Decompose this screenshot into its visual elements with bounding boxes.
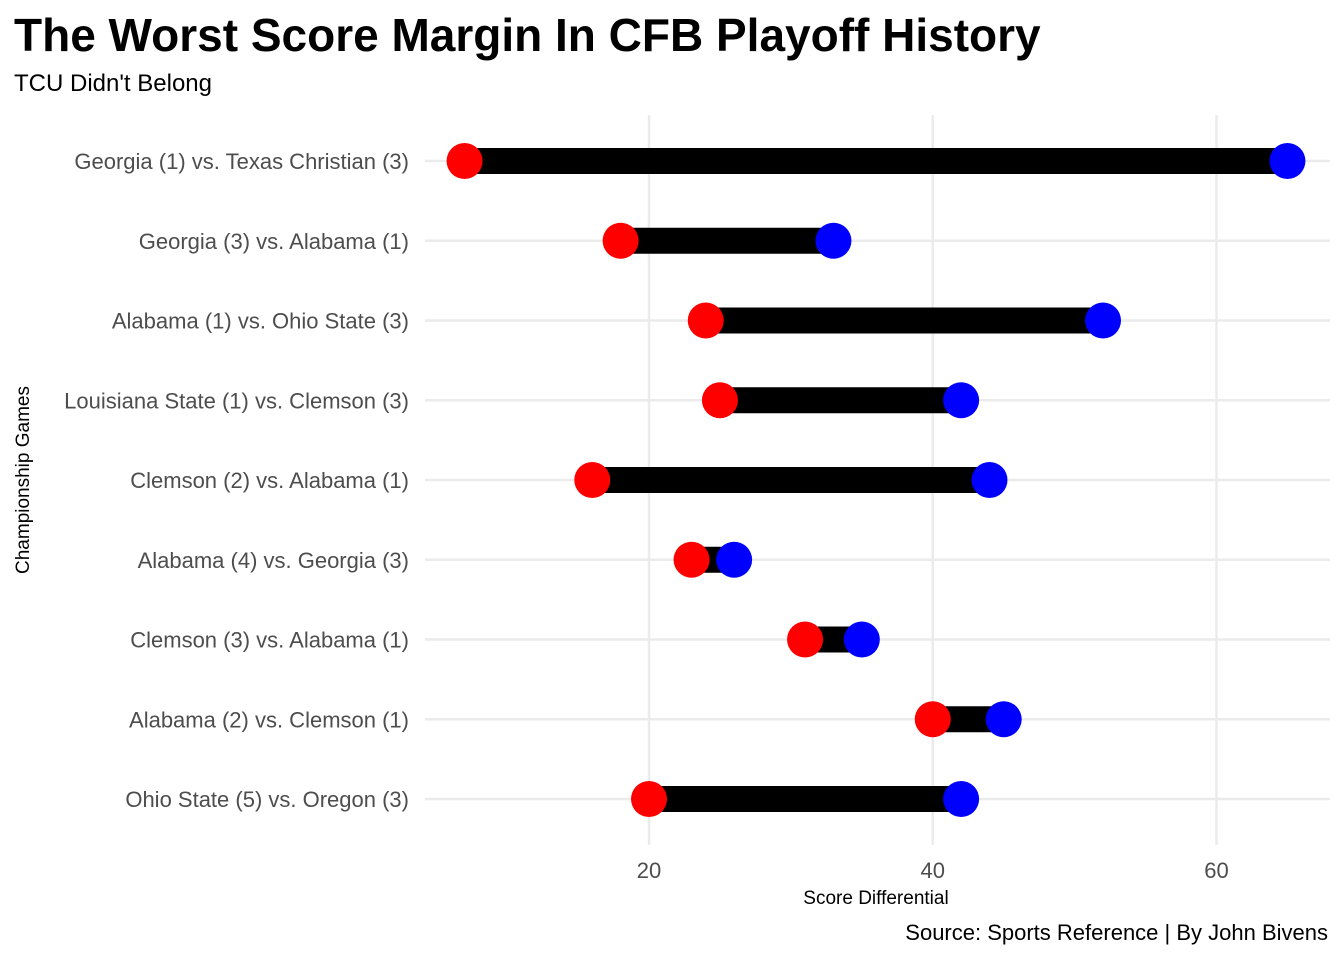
high-value-point xyxy=(943,382,980,419)
chart-caption: Source: Sports Reference | By John Biven… xyxy=(905,920,1328,945)
high-value-point xyxy=(971,462,1008,498)
high-value-point xyxy=(1269,143,1306,179)
y-axis-title: Championship Games xyxy=(13,386,34,574)
category-label: Ohio State (5) vs. Oregon (3) xyxy=(125,787,409,812)
category-label: Louisiana State (1) vs. Clemson (3) xyxy=(64,388,409,413)
low-value-point xyxy=(787,621,824,658)
x-tick-label: 60 xyxy=(1204,858,1228,883)
low-value-point xyxy=(574,462,611,498)
low-value-point xyxy=(914,701,951,738)
category-label: Alabama (2) vs. Clemson (1) xyxy=(129,707,409,732)
x-axis-title: Score Differential xyxy=(803,888,948,909)
low-value-point xyxy=(673,541,710,578)
high-value-point xyxy=(843,621,880,658)
chart-title: The Worst Score Margin In CFB Playoff Hi… xyxy=(14,9,1041,61)
x-tick-label: 20 xyxy=(637,858,661,883)
category-label: Clemson (3) vs. Alabama (1) xyxy=(130,628,409,653)
high-value-point xyxy=(943,781,980,817)
high-value-point xyxy=(985,701,1022,738)
x-tick-label: 40 xyxy=(921,858,945,883)
low-value-point xyxy=(602,222,639,259)
category-label: Alabama (1) vs. Ohio State (3) xyxy=(112,309,409,334)
low-value-point xyxy=(631,781,667,817)
low-value-point xyxy=(446,143,483,179)
high-value-point xyxy=(815,222,852,259)
category-label: Georgia (3) vs. Alabama (1) xyxy=(139,229,409,254)
label-layer: 20 40 60 Georgia (1) vs. Texas Christian (3… xyxy=(64,149,1229,883)
category-label: Clemson (2) vs. Alabama (1) xyxy=(130,468,409,493)
category-label: Georgia (1) vs. Texas Christian (3) xyxy=(74,149,409,174)
mark-layer xyxy=(446,143,1306,817)
low-value-point xyxy=(687,302,724,339)
category-label: Alabama (4) vs. Georgia (3) xyxy=(138,548,409,573)
high-value-point xyxy=(1085,302,1121,339)
high-value-point xyxy=(716,541,753,578)
chart-subtitle: TCU Didn't Belong xyxy=(14,70,212,97)
low-value-point xyxy=(701,382,738,419)
